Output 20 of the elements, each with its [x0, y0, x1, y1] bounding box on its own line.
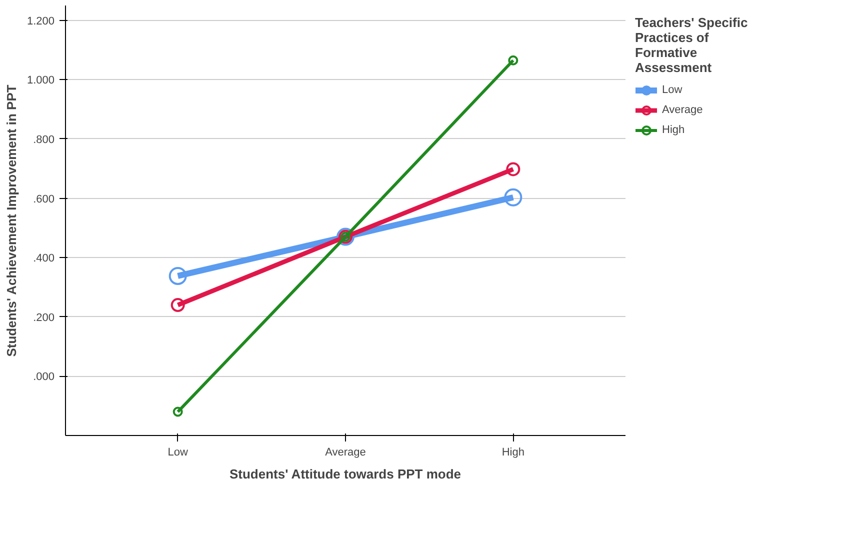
- x-tick-label: Average: [325, 446, 366, 458]
- y-tick-label: 1.200: [26, 15, 55, 28]
- point: [170, 298, 185, 312]
- point: [506, 162, 520, 176]
- y-tick-label: 1.000: [26, 74, 55, 87]
- legend-label: Average: [662, 104, 703, 116]
- y-tick-label: .000: [33, 371, 55, 384]
- legend-label: Low: [662, 84, 682, 96]
- legend-label: High: [662, 124, 685, 136]
- y-tick-label: .400: [33, 252, 55, 265]
- point: [504, 188, 522, 206]
- y-tick-label: .200: [33, 312, 55, 324]
- legend-title: Teachers' Specific Practices of Formative Assessment: [635, 15, 748, 75]
- y-tick-label: .800: [33, 134, 55, 146]
- x-tick-label: Low: [168, 446, 188, 458]
- x-axis-title: Students' Attitude towards PPT mode: [229, 466, 462, 482]
- y-axis-title: Students' Achievement Improvement in PPT: [4, 84, 19, 357]
- y-tick-label: .600: [33, 193, 55, 206]
- point: [168, 266, 187, 285]
- x-tick-label: High: [502, 446, 524, 458]
